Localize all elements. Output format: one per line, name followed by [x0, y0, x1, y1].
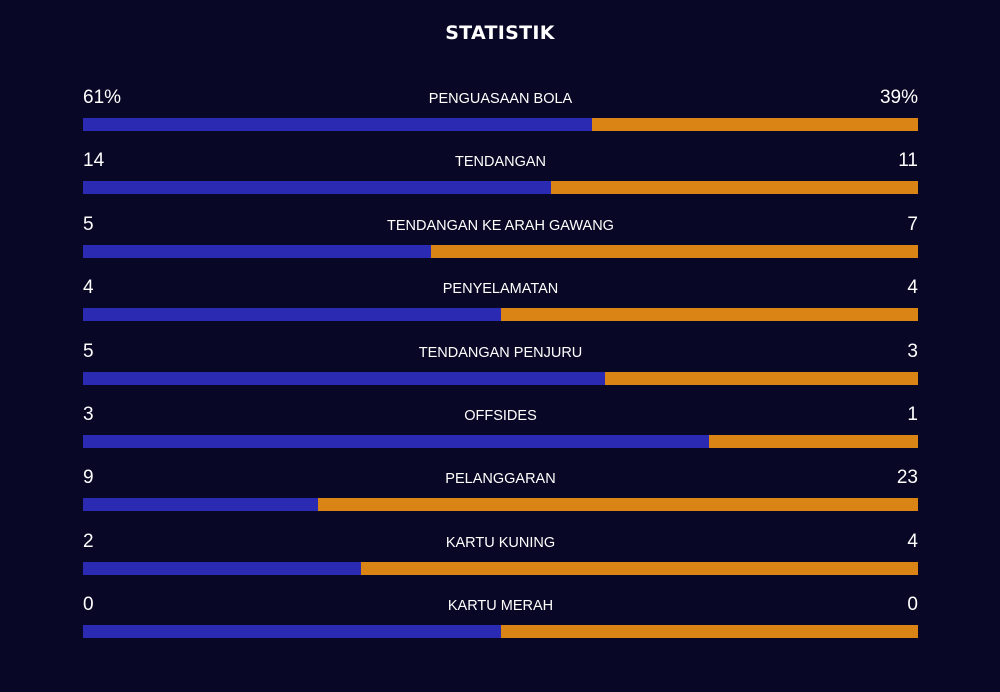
- away-bar-segment: [550, 181, 918, 195]
- stat-label: PENGUASAAN BOLA: [428, 91, 573, 107]
- away-bar-segment: [500, 625, 918, 639]
- comparison-bar: [83, 435, 918, 448]
- stat-label: PENYELAMATAN: [442, 281, 559, 298]
- away-value: 11: [898, 150, 918, 172]
- comparison-bar: [83, 308, 918, 322]
- away-bar-segment: [500, 308, 918, 322]
- comparison-bar: [83, 244, 918, 258]
- away-bar-segment: [592, 118, 918, 131]
- comparison-bar: [83, 371, 918, 385]
- stat-label: KARTU MERAH: [447, 598, 554, 615]
- away-bar-segment: [604, 371, 918, 385]
- stat-row: 3 OFFSIDES 1: [83, 403, 918, 463]
- home-value: 9: [83, 467, 94, 489]
- away-value: 4: [907, 530, 918, 552]
- away-value: 4: [907, 277, 918, 299]
- stat-row: 5 TENDANGAN PENJURU 3: [83, 340, 918, 400]
- away-value: 39%: [879, 87, 918, 108]
- home-bar-segment: [83, 561, 362, 575]
- home-value: 2: [83, 530, 94, 552]
- home-value: 61%: [83, 87, 122, 108]
- home-value: 0: [83, 594, 94, 616]
- away-value: 23: [896, 467, 918, 489]
- home-bar-segment: [83, 498, 318, 512]
- home-bar-segment: [83, 181, 551, 195]
- home-bar-segment: [83, 308, 501, 322]
- stat-row: 61% PENGUASAAN BOLA 39%: [83, 86, 918, 146]
- stat-label: TENDANGAN KE ARAH GAWANG: [387, 217, 614, 234]
- stat-row: 5 TENDANGAN KE ARAH GAWANG 7: [83, 213, 918, 273]
- comparison-bar: [83, 181, 918, 195]
- away-value: 7: [907, 213, 918, 235]
- stat-row: 0 KARTU MERAH 0: [83, 593, 918, 653]
- stat-label: OFFSIDES: [464, 408, 537, 424]
- home-value: 5: [83, 340, 94, 362]
- comparison-bar: [83, 498, 918, 512]
- home-bar-segment: [83, 118, 593, 131]
- home-value: 14: [83, 150, 105, 172]
- comparison-bar: [83, 118, 918, 131]
- home-bar-segment: [83, 625, 501, 639]
- away-bar-segment: [709, 435, 918, 448]
- home-bar-segment: [83, 435, 710, 448]
- stat-row: 9 PELANGGARAN 23: [83, 466, 918, 526]
- stat-label: TENDANGAN: [454, 154, 547, 171]
- page-title: STATISTIK: [445, 22, 555, 44]
- away-value: 3: [907, 340, 918, 362]
- stat-row: 4 PENYELAMATAN 4: [83, 276, 918, 336]
- stat-row: 2 KARTU KUNING 4: [83, 530, 918, 590]
- home-value: 4: [83, 277, 94, 299]
- home-bar-segment: [83, 244, 431, 258]
- away-bar-segment: [430, 244, 918, 258]
- stat-label: KARTU KUNING: [445, 534, 556, 551]
- away-value: 1: [907, 404, 918, 425]
- home-bar-segment: [83, 371, 605, 385]
- comparison-bar: [83, 625, 918, 639]
- comparison-bar: [83, 561, 918, 575]
- away-bar-segment: [317, 498, 918, 512]
- stat-label: PELANGGARAN: [445, 471, 556, 488]
- away-value: 0: [907, 594, 918, 616]
- away-bar-segment: [361, 561, 918, 575]
- stat-row: 14 TENDANGAN 11: [83, 149, 918, 209]
- home-value: 3: [83, 404, 94, 425]
- home-value: 5: [83, 213, 94, 235]
- stat-label: TENDANGAN PENJURU: [418, 344, 583, 361]
